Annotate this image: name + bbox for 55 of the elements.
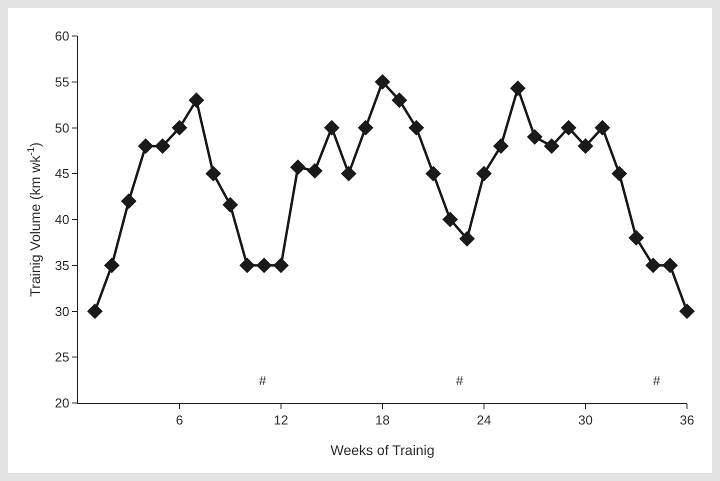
- point: [290, 159, 306, 175]
- y-tick-label: 55: [54, 74, 70, 90]
- x-tick-label: 18: [375, 412, 390, 428]
- point: [172, 120, 188, 136]
- point: [442, 212, 458, 228]
- point: [408, 120, 424, 136]
- x-tick-label: 6: [176, 412, 184, 428]
- annotation: #: [653, 373, 661, 388]
- y-tick-label: 45: [54, 166, 70, 182]
- y-tick-label: 25: [54, 350, 70, 365]
- point: [392, 92, 408, 108]
- y-tick-label: 60: [54, 28, 70, 44]
- point: [188, 92, 204, 108]
- point: [425, 166, 442, 182]
- x-tick-label: 24: [476, 412, 492, 428]
- point: [87, 303, 103, 320]
- point: [256, 258, 272, 274]
- point: [526, 129, 543, 145]
- point: [206, 166, 222, 182]
- point: [459, 230, 475, 247]
- x-tick-label: 12: [274, 412, 288, 428]
- point: [239, 258, 255, 274]
- y-tick-label: 30: [54, 304, 70, 319]
- point: [154, 138, 170, 154]
- point: [476, 166, 492, 182]
- point: [374, 74, 390, 90]
- point: [679, 303, 695, 320]
- point: [544, 138, 560, 154]
- point: [307, 163, 323, 179]
- x-tick-label: 36: [680, 412, 694, 428]
- x-axis-title: Weeks of Trainig: [330, 442, 435, 458]
- point: [120, 193, 137, 209]
- point: [104, 258, 120, 274]
- point: [612, 166, 628, 182]
- y-tick-label: 35: [54, 258, 70, 273]
- annotation: #: [456, 373, 464, 388]
- point: [662, 258, 678, 274]
- annotation: #: [259, 373, 267, 388]
- point: [594, 120, 610, 136]
- point: [628, 230, 644, 246]
- point: [578, 138, 594, 154]
- point: [358, 120, 374, 136]
- y-tick-label: 50: [54, 120, 70, 136]
- point: [340, 166, 356, 182]
- point: [222, 197, 238, 213]
- y-tick-label: 40: [54, 212, 70, 228]
- point: [493, 138, 509, 154]
- point: [510, 80, 526, 96]
- point: [560, 120, 576, 136]
- y-tick-label: 20: [54, 396, 70, 411]
- point: [273, 258, 289, 274]
- point: [138, 138, 154, 154]
- point: [645, 258, 661, 274]
- point: [324, 120, 340, 136]
- x-tick-label: 30: [578, 412, 593, 428]
